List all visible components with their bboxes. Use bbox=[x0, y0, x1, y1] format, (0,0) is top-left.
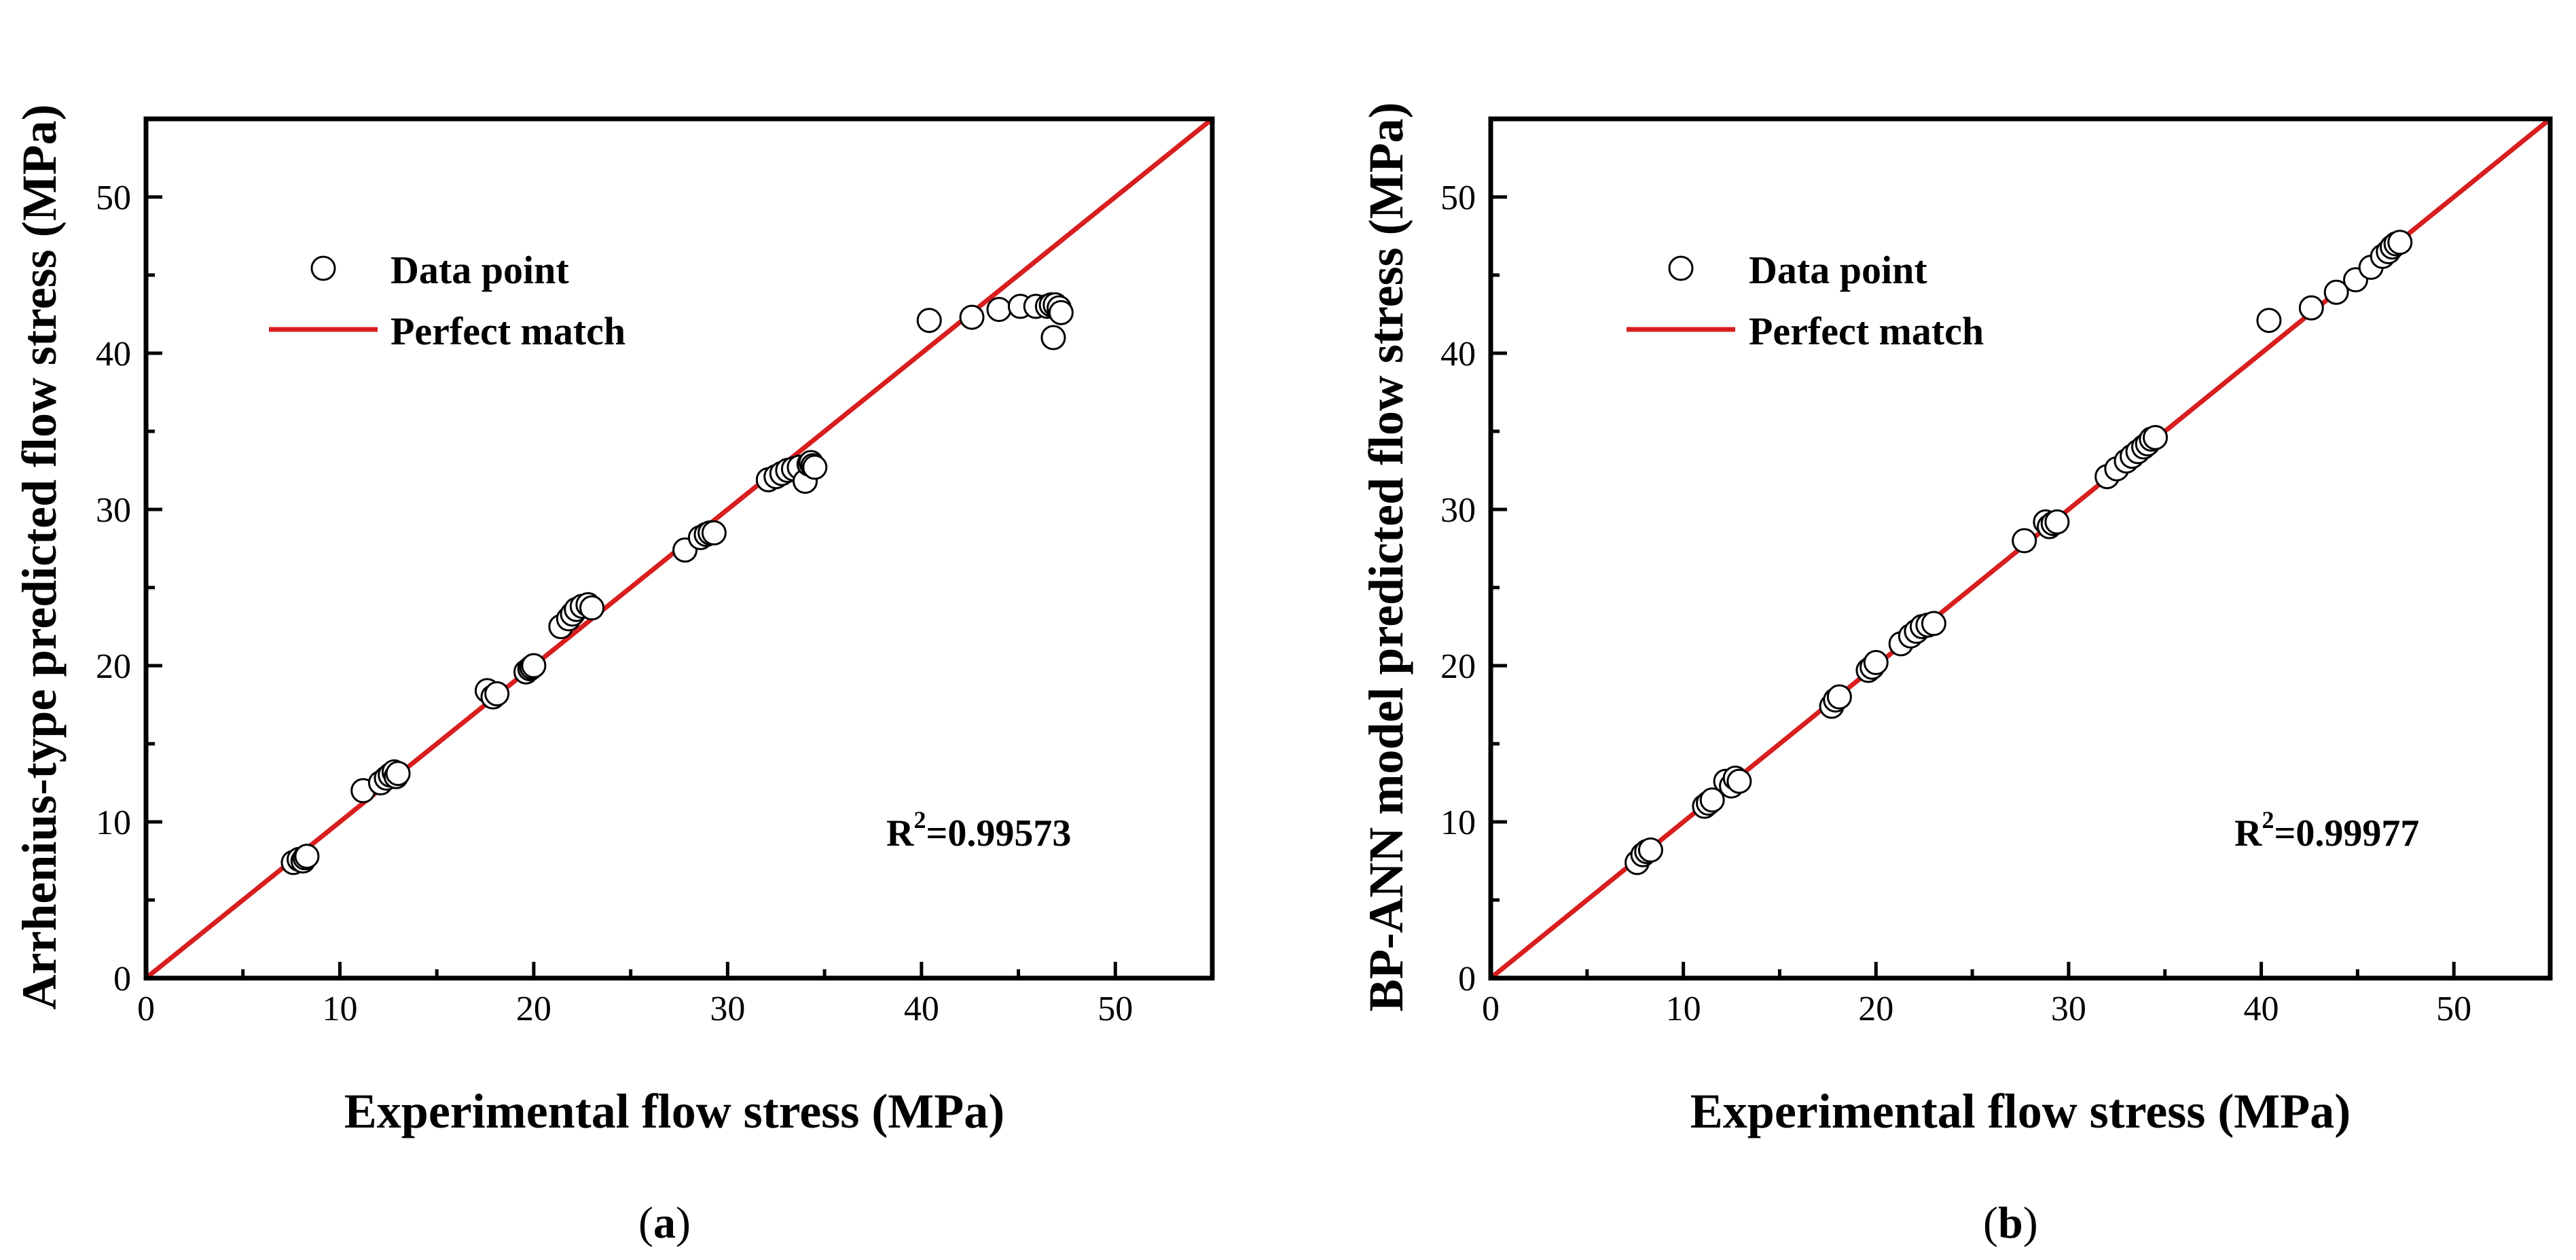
x-tick-labels: 0 10 20 30 40 50 bbox=[137, 990, 1133, 1028]
legend-label-perfect-match: Perfect match bbox=[391, 309, 625, 353]
y-tick-labels: 0 10 20 30 40 50 bbox=[1440, 179, 1476, 998]
x-tick-label: 10 bbox=[322, 990, 357, 1028]
legend-label-perfect-match: Perfect match bbox=[1749, 309, 1984, 353]
data-point bbox=[2012, 528, 2037, 554]
chart-panel-b: 0 10 20 30 40 50 0 10 20 30 40 50 Data point Perfe… bbox=[1359, 102, 2553, 1248]
plot-frame bbox=[143, 116, 1215, 981]
x-tick-label: 10 bbox=[1666, 990, 1701, 1028]
x-tick-label: 0 bbox=[137, 990, 155, 1028]
legend-label-data-point: Data point bbox=[391, 248, 569, 292]
legend: Data point Perfect match bbox=[269, 248, 625, 353]
x-axis-title: Experimental flow stress (MPa) bbox=[1690, 1084, 2351, 1138]
data-point bbox=[2323, 279, 2349, 305]
y-tick-label: 50 bbox=[96, 179, 131, 217]
legend-marker-icon bbox=[1668, 255, 1694, 281]
r-squared-annotation: R2=0.99977 bbox=[2234, 806, 2419, 854]
data-point bbox=[986, 297, 1012, 323]
x-tick-label: 0 bbox=[1482, 990, 1500, 1028]
data-point bbox=[294, 844, 320, 869]
data-point bbox=[521, 653, 547, 679]
x-tick-label: 40 bbox=[2244, 990, 2279, 1028]
y-tick-labels: 0 10 20 30 40 50 bbox=[96, 179, 131, 998]
y-tick-label: 20 bbox=[1440, 647, 1476, 686]
data-points bbox=[280, 292, 1074, 876]
data-point bbox=[1637, 837, 1663, 863]
chart-panel-a: 0 10 20 30 40 50 0 10 20 30 40 50 Data point Perfe… bbox=[12, 104, 1215, 1248]
data-points bbox=[1625, 230, 2413, 876]
panel-label-a: (a) bbox=[638, 1198, 691, 1248]
y-tick-label: 20 bbox=[96, 647, 131, 686]
legend-marker-icon bbox=[310, 255, 336, 281]
data-point bbox=[959, 304, 985, 330]
data-point bbox=[1699, 787, 1725, 813]
data-point bbox=[2256, 308, 2282, 334]
x-tick-label: 30 bbox=[2051, 990, 2086, 1028]
legend-label-data-point: Data point bbox=[1749, 248, 1927, 292]
x-tick-labels: 0 10 20 30 40 50 bbox=[1482, 990, 2471, 1028]
data-point bbox=[1863, 649, 1889, 675]
data-point bbox=[1921, 611, 1946, 636]
y-tick-label: 40 bbox=[1440, 335, 1476, 374]
data-point bbox=[1048, 300, 1074, 325]
plot-frame bbox=[1488, 116, 2553, 981]
y-tick-label: 40 bbox=[96, 335, 131, 374]
data-point bbox=[2044, 509, 2070, 535]
data-point bbox=[916, 308, 942, 334]
y-tick-label: 10 bbox=[1440, 804, 1476, 842]
y-tick-label: 30 bbox=[1440, 491, 1476, 530]
data-point bbox=[484, 681, 510, 706]
data-point bbox=[2143, 425, 2169, 450]
data-point bbox=[2298, 295, 2324, 321]
y-tick-label: 0 bbox=[113, 960, 131, 998]
x-tick-label: 20 bbox=[1858, 990, 1893, 1028]
data-point bbox=[385, 761, 411, 787]
data-point bbox=[1826, 684, 1852, 710]
y-tick-label: 30 bbox=[96, 491, 131, 530]
x-tick-label: 30 bbox=[710, 990, 745, 1028]
x-tick-label: 50 bbox=[2436, 990, 2471, 1028]
data-point bbox=[1040, 325, 1066, 350]
data-point bbox=[1726, 768, 1752, 794]
x-tick-label: 40 bbox=[904, 990, 939, 1028]
x-tick-label: 50 bbox=[1097, 990, 1133, 1028]
data-point bbox=[2387, 230, 2413, 255]
x-tick-label: 20 bbox=[516, 990, 551, 1028]
y-tick-label: 0 bbox=[1458, 960, 1476, 998]
data-point bbox=[579, 595, 605, 621]
y-axis-title: BP-ANN model predicted flow stress (MPa) bbox=[1359, 102, 1413, 1011]
panel-label-b: (b) bbox=[1983, 1198, 2038, 1248]
data-point bbox=[701, 520, 727, 545]
y-axis-title: Arrhenius-type predicted flow stress (MP… bbox=[12, 104, 67, 1009]
y-tick-label: 10 bbox=[96, 804, 131, 842]
data-point bbox=[802, 454, 828, 480]
r-squared-annotation: R2=0.99573 bbox=[886, 806, 1071, 854]
x-axis-title: Experimental flow stress (MPa) bbox=[344, 1084, 1004, 1138]
y-tick-label: 50 bbox=[1440, 179, 1476, 217]
legend: Data point Perfect match bbox=[1627, 248, 1984, 353]
